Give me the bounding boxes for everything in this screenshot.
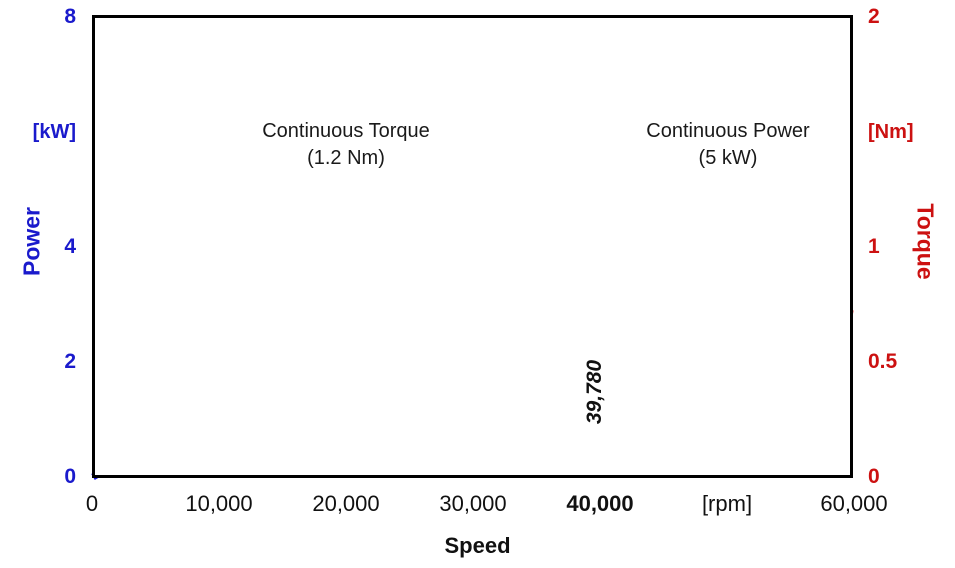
plot-frame [92, 15, 853, 478]
x-tick-0: 0 [85, 491, 99, 516]
y-right-unit-label: [Nm] [868, 121, 914, 143]
annotation-continuous-power: Continuous Power (5 kW) [608, 118, 848, 172]
y-right-tick-0: 0 [868, 465, 880, 488]
y-right-tick-1: 1 [868, 235, 880, 258]
y-left-unit-label: [kW] [32, 121, 76, 143]
x-tick-10000: 10,000 [185, 491, 253, 516]
y-right-tick-0-5: 0.5 [868, 350, 898, 373]
x-axis-unit-label: [rpm] [701, 491, 753, 516]
annotation-continuous-torque-line1: Continuous Torque [262, 120, 430, 142]
y-right-axis-title: Torque [912, 203, 939, 280]
y-left-tick-2: 2 [64, 350, 76, 373]
x-tick-30000: 30,000 [439, 491, 507, 516]
y-left-axis-title: Power [18, 206, 45, 277]
x-tick-20000: 20,000 [312, 491, 380, 516]
y-right-tick-2: 2 [868, 5, 880, 28]
annotation-continuous-power-line2: (5 kW) [698, 147, 758, 169]
x-tick-40000: 40,000 [566, 491, 634, 516]
x-axis-title: Speed [444, 533, 511, 558]
annotation-continuous-torque: Continuous Torque (1.2 Nm) [226, 118, 466, 172]
y-left-tick-8: 8 [64, 5, 76, 28]
annotation-continuous-torque-line2: (1.2 Nm) [307, 147, 385, 169]
y-left-tick-4: 4 [64, 235, 76, 258]
annotation-continuous-power-line1: Continuous Power [646, 120, 810, 142]
x-tick-60000: 60,000 [820, 491, 888, 516]
y-left-tick-0: 0 [64, 465, 76, 488]
base-speed-value-label: 39,780 [583, 359, 606, 425]
